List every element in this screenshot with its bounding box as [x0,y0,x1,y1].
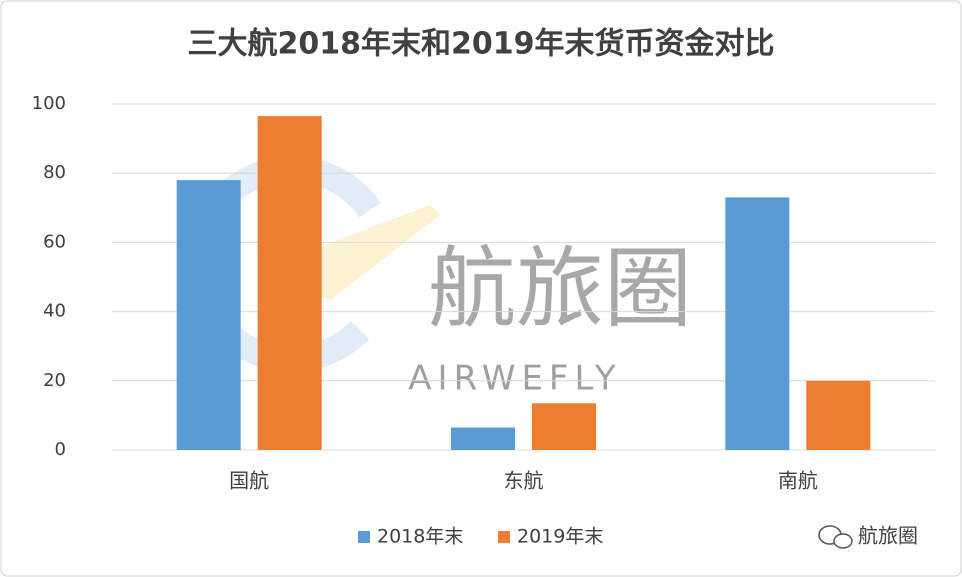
y-tick-label: 20 [43,370,66,391]
legend-label: 2019年末 [517,526,603,548]
legend-swatch [498,531,510,543]
y-tick-label: 80 [43,162,66,183]
bar [176,180,241,450]
chart-title: 三大航2018年末和2019年末货币资金对比 [188,27,775,62]
y-tick-label: 100 [32,93,66,114]
y-tick-label: 0 [55,439,66,460]
legend-swatch [358,531,370,543]
x-tick-label: 东航 [504,469,544,493]
watermark: 航旅圈 [428,237,692,340]
bar [725,197,790,450]
legend-label: 2018年末 [377,526,463,548]
bar [257,116,322,451]
bar [451,427,515,450]
bar [806,380,871,450]
y-tick-label: 60 [43,231,66,252]
x-tick-label: 南航 [778,469,818,493]
watermark-sub: AIRWEFLY [408,359,621,399]
y-tick-label: 40 [43,301,66,322]
bar [532,403,596,450]
x-tick-label: 国航 [229,469,269,493]
source: 航旅圈 [858,524,918,548]
source-badge [818,525,853,549]
